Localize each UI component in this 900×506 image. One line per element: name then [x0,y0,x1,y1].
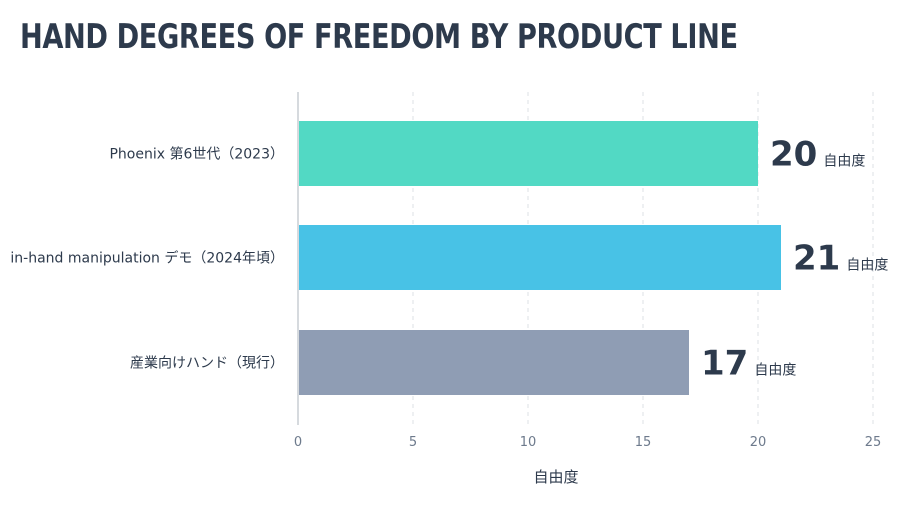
value-label: 20 自由度 [770,135,865,175]
value-labels: 20 自由度 21 自由度 17 自由度 [701,135,888,384]
value-number: 17 [701,344,748,384]
category-label: in-hand manipulation デモ（2024年頃） [10,250,284,267]
x-tick-label: 15 [635,435,652,450]
value-label: 17 自由度 [701,344,796,384]
category-labels: Phoenix 第6世代（2023） in-hand manipulation デ… [10,146,284,372]
x-tick-label: 20 [750,435,767,450]
category-label: 産業向けハンド（現行） [130,356,284,372]
x-tick-label: 25 [865,435,882,450]
value-unit: 自由度 [846,258,888,274]
x-axis-ticks: 0 5 10 15 20 25 [294,435,881,450]
bar [299,330,689,395]
value-unit: 自由度 [823,154,865,170]
bar [299,225,781,290]
x-axis-label: 自由度 [533,468,578,486]
x-tick-label: 0 [294,435,302,450]
value-label: 21 自由度 [793,239,888,279]
bar [299,121,758,186]
x-tick-label: 10 [520,435,537,450]
chart-title: HAND DEGREES OF FREEDOM BY PRODUCT LINE [20,17,738,57]
value-unit: 自由度 [754,363,796,379]
x-tick-label: 5 [409,435,417,450]
category-label: Phoenix 第6世代（2023） [109,146,284,163]
value-number: 21 [793,239,840,279]
bars [299,121,781,395]
value-number: 20 [770,135,817,175]
